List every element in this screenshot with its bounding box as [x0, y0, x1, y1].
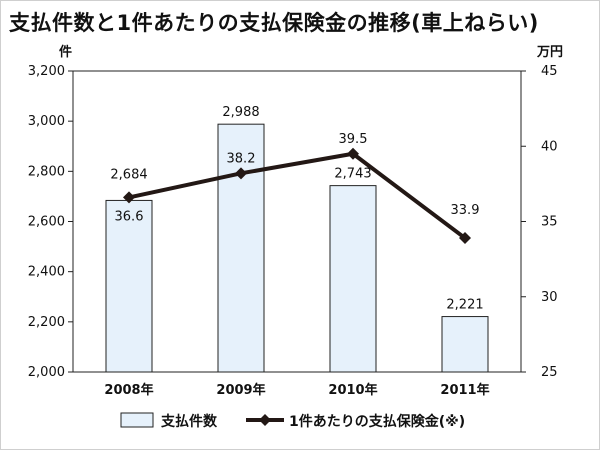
- x-axis-tick-label: 2008年: [104, 382, 153, 398]
- right-axis-tick-label: 45: [541, 64, 558, 79]
- x-axis-tick-label: 2011年: [440, 382, 489, 398]
- chart-legend: 支払件数 1件あたりの支払保険金(※): [120, 412, 465, 430]
- legend-bar-label: 支払件数: [160, 413, 218, 430]
- bar-value-label: 2,221: [446, 298, 483, 313]
- right-axis-tick-label: 25: [541, 365, 558, 380]
- left-axis-tick-label: 2,600: [28, 215, 65, 230]
- legend-line-label: 1件あたりの支払保険金(※): [289, 413, 465, 430]
- line-value-label: 38.2: [227, 151, 256, 166]
- data-labels: 2,684 2,988 2,743 2,221 36.6 38.2 39.5 33.9: [110, 105, 483, 312]
- bar-value-label: 2,743: [334, 167, 371, 182]
- line-point: [459, 232, 471, 245]
- right-axis-tick-label: 35: [541, 215, 558, 230]
- bar-series: [105, 123, 489, 373]
- left-axis-tick-label: 3,200: [28, 64, 65, 79]
- right-axis-unit: 万円: [537, 45, 564, 60]
- line-point: [235, 167, 247, 180]
- line-value-label: 39.5: [339, 132, 368, 147]
- bar: [105, 199, 153, 373]
- line-value-label: 36.6: [115, 209, 144, 224]
- x-axis-tick-label: 2009年: [216, 382, 265, 398]
- bar-value-label: 2,988: [222, 105, 259, 120]
- line-series: [123, 147, 471, 245]
- chart-title: 支払件数と1件あたりの支払保険金の推移(車上ねらい): [9, 11, 539, 35]
- legend-bar-swatch: [120, 412, 154, 428]
- bar: [217, 123, 265, 373]
- left-axis-unit: 件: [59, 45, 73, 60]
- line-point: [123, 191, 135, 204]
- left-axis-tick-label: 2,200: [28, 315, 65, 330]
- right-axis-tick-label: 30: [541, 290, 558, 305]
- left-axis-tick-label: 3,000: [28, 114, 65, 129]
- line-path: [128, 151, 467, 240]
- chart-axes: 2,000 2,200 2,400 2,600 2,800 3,000 3,200 25 30 3…: [28, 64, 558, 398]
- right-axis-tick-label: 40: [541, 139, 558, 154]
- bar-value-label: 2,684: [110, 167, 147, 182]
- left-axis-tick-label: 2,000: [28, 365, 65, 380]
- left-axis-tick-label: 2,400: [28, 265, 65, 280]
- line-point: [347, 147, 359, 160]
- x-axis-tick-label: 2010年: [328, 382, 377, 398]
- bar: [329, 185, 377, 373]
- left-axis-tick-label: 2,800: [28, 164, 65, 179]
- line-value-label: 33.9: [451, 203, 480, 218]
- legend-line-marker: [259, 414, 271, 426]
- bar: [441, 316, 489, 373]
